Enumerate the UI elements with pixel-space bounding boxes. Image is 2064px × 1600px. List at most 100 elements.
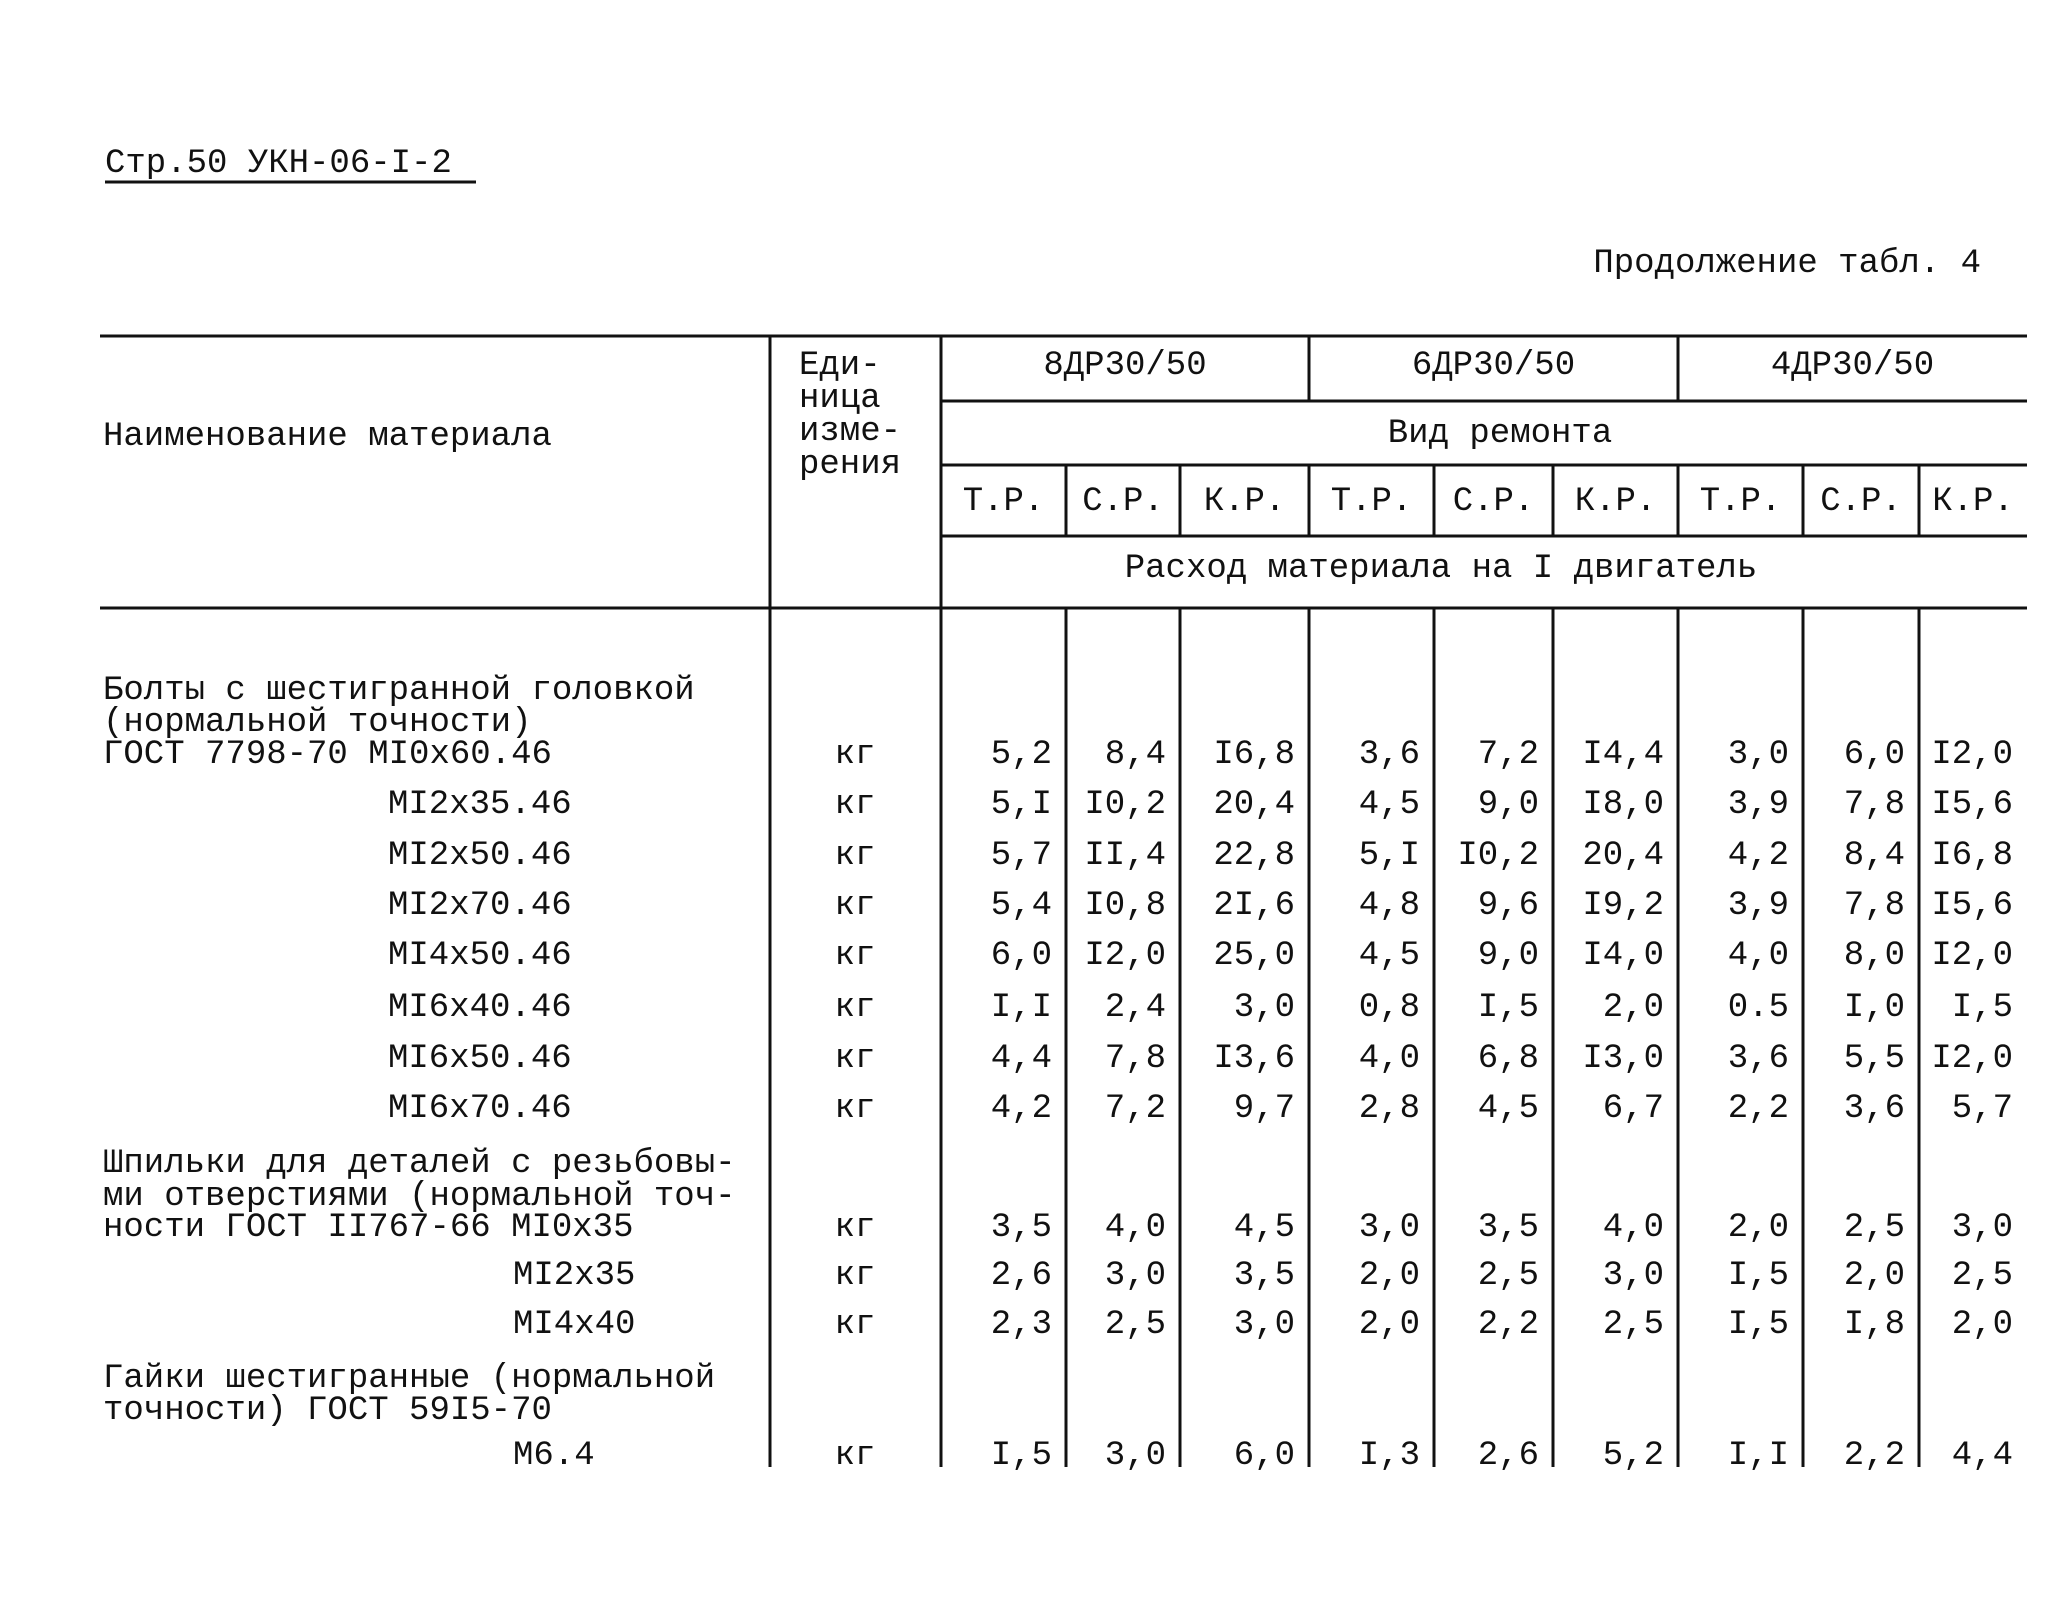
consumption-value: 7,2	[1478, 736, 1539, 774]
material-name: МI2х35	[513, 1257, 635, 1295]
consumption-value: 5,5	[1844, 1040, 1905, 1078]
consumption-value: 9,6	[1478, 887, 1539, 925]
consumption-value: 7,8	[1105, 1040, 1166, 1078]
consumption-value: 3,0	[1234, 989, 1295, 1027]
consumption-value: 6,7	[1603, 1090, 1664, 1128]
consumption-value: I6,8	[1931, 837, 2013, 875]
consumption-value: 6,0	[1844, 736, 1905, 774]
material-name: ГОСТ 7798-70 МI0х60.46	[103, 736, 552, 774]
repair-type-header: Вид ремонта	[1388, 415, 1612, 453]
consumption-value: I2,0	[1931, 937, 2013, 975]
consumption-value: 2,0	[1359, 1257, 1420, 1295]
repair-kind: С.Р.	[1453, 483, 1535, 521]
consumption-value: 4,5	[1234, 1209, 1295, 1247]
consumption-value: 4,4	[991, 1040, 1052, 1078]
unit-header: рения	[799, 446, 901, 484]
page-header: Стр.50 УКН-06-I-2	[105, 145, 452, 183]
consumption-value: 3,0	[1359, 1209, 1420, 1247]
consumption-value: I8,0	[1582, 786, 1664, 824]
consumption-value: 2,0	[1952, 1306, 2013, 1344]
consumption-value: 4,0	[1728, 937, 1789, 975]
consumption-value: II,4	[1084, 837, 1166, 875]
consumption-value: 6,0	[1234, 1437, 1295, 1475]
consumption-value: 5,4	[991, 887, 1052, 925]
consumption-value: I4,4	[1582, 736, 1664, 774]
consumption-value: 2I,6	[1213, 887, 1295, 925]
consumption-value: 3,0	[1603, 1257, 1664, 1295]
consumption-value: I,5	[1478, 989, 1539, 1027]
unit: кг	[835, 1040, 876, 1078]
consumption-value: 2,5	[1844, 1209, 1905, 1247]
group-label: Шпильки для деталей с резьбовы-	[103, 1145, 736, 1183]
consumption-value: 4,8	[1359, 887, 1420, 925]
consumption-value: 7,2	[1105, 1090, 1166, 1128]
consumption-value: I9,2	[1582, 887, 1664, 925]
engine-header: 6ДР30/50	[1412, 347, 1575, 385]
consumption-value: 25,0	[1213, 937, 1295, 975]
material-name: МI6х50.46	[388, 1040, 572, 1078]
consumption-value: I2,0	[1084, 937, 1166, 975]
consumption-value: I3,6	[1213, 1040, 1295, 1078]
unit-header: ница	[799, 380, 881, 418]
unit: кг	[835, 989, 876, 1027]
name-header: Наименование материала	[103, 418, 552, 456]
consumption-value: 2,2	[1844, 1437, 1905, 1475]
repair-kind: Т.Р.	[1700, 483, 1782, 521]
consumption-value: I2,0	[1931, 736, 2013, 774]
consumption-value: 2,0	[1728, 1209, 1789, 1247]
consumption-value: 2,0	[1359, 1306, 1420, 1344]
engine-header: 8ДР30/50	[1043, 347, 1206, 385]
consumption-value: 4,5	[1359, 786, 1420, 824]
consumption-value: 0.5	[1728, 989, 1789, 1027]
repair-kind: К.Р.	[1932, 483, 2014, 521]
repair-kind: С.Р.	[1820, 483, 1902, 521]
material-name: М6.4	[513, 1437, 595, 1475]
consumption-value: 2,2	[1478, 1306, 1539, 1344]
consumption-value: 3,6	[1728, 1040, 1789, 1078]
consumption-value: I,5	[1728, 1306, 1789, 1344]
consumption-value: 5,I	[1359, 837, 1420, 875]
consumption-value: 3,0	[1952, 1209, 2013, 1247]
consumption-value: 2,5	[1603, 1306, 1664, 1344]
consumption-value: 4,2	[1728, 837, 1789, 875]
consumption-value: 3,5	[1234, 1257, 1295, 1295]
consumption-value: I5,6	[1931, 887, 2013, 925]
consumption-value: 22,8	[1213, 837, 1295, 875]
unit: кг	[835, 937, 876, 975]
engine-header: 4ДР30/50	[1771, 347, 1934, 385]
material-name: МI6х40.46	[388, 989, 572, 1027]
consumption-value: 3,5	[1478, 1209, 1539, 1247]
unit: кг	[835, 1306, 876, 1344]
consumption-value: I,I	[1728, 1437, 1789, 1475]
consumption-value: 3,5	[991, 1209, 1052, 1247]
consumption-header: Расход материала на I двигатель	[1125, 550, 1758, 588]
consumption-value: 3,6	[1359, 736, 1420, 774]
unit: кг	[835, 1257, 876, 1295]
consumption-value: 3,0	[1234, 1306, 1295, 1344]
consumption-value: 5,2	[1603, 1437, 1664, 1475]
consumption-value: 2,6	[991, 1257, 1052, 1295]
consumption-value: 3,0	[1105, 1257, 1166, 1295]
consumption-value: 8,4	[1844, 837, 1905, 875]
unit: кг	[835, 736, 876, 774]
material-name: ности ГОСТ II767-66 МI0х35	[103, 1209, 634, 1247]
unit: кг	[835, 837, 876, 875]
consumption-value: 5,7	[991, 837, 1052, 875]
consumption-value: I,3	[1359, 1437, 1420, 1475]
group-label: Гайки шестигранные (нормальной	[103, 1360, 715, 1398]
consumption-value: I,5	[1952, 989, 2013, 1027]
consumption-value: 4,0	[1359, 1040, 1420, 1078]
consumption-value: 2,3	[991, 1306, 1052, 1344]
consumption-value: 3,0	[1728, 736, 1789, 774]
group-label: (нормальной точности)	[103, 704, 531, 742]
consumption-value: 20,4	[1213, 786, 1295, 824]
group-label: ми отверстиями (нормальной точ-	[103, 1178, 736, 1216]
material-name: МI2х35.46	[388, 786, 572, 824]
consumption-value: 8,0	[1844, 937, 1905, 975]
consumption-value: I3,0	[1582, 1040, 1664, 1078]
consumption-value: 20,4	[1582, 837, 1664, 875]
consumption-value: I0,2	[1084, 786, 1166, 824]
consumption-value: 9,7	[1234, 1090, 1295, 1128]
